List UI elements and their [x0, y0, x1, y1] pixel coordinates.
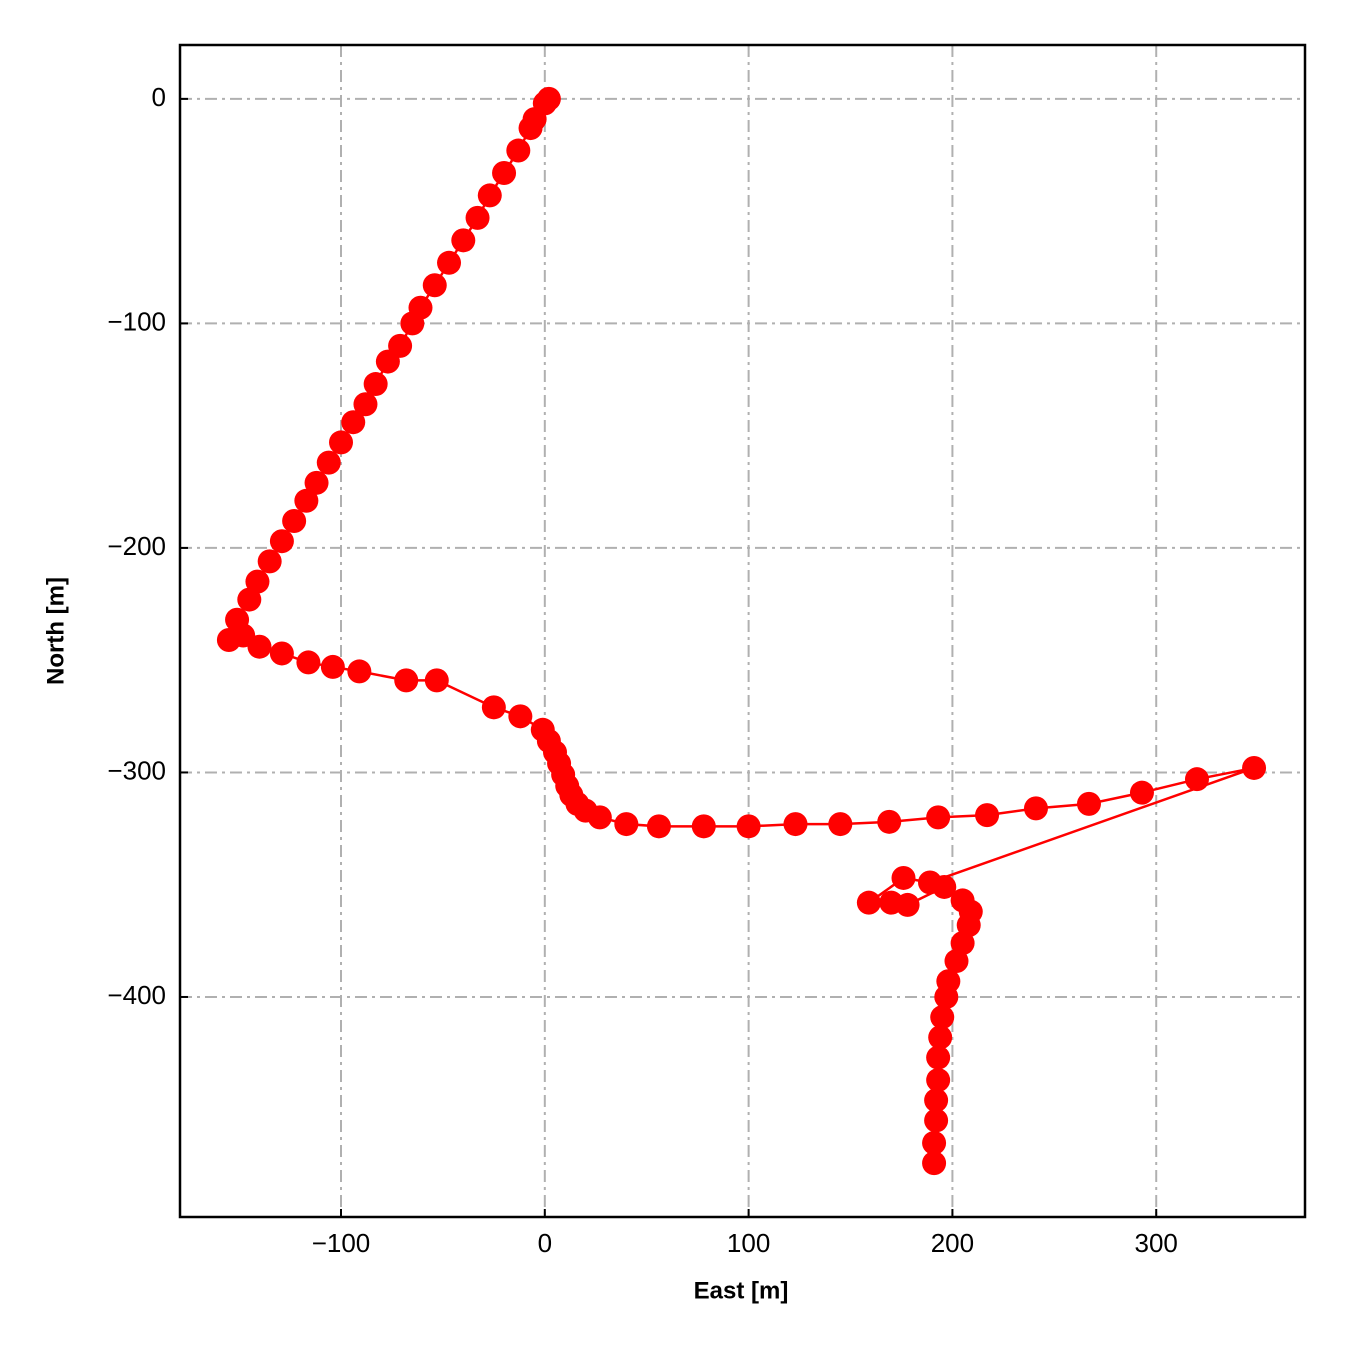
point-marker	[928, 1025, 953, 1050]
point-marker	[341, 410, 366, 435]
point-marker	[394, 668, 419, 693]
point-marker	[347, 659, 372, 684]
point-marker	[353, 392, 378, 417]
x-tick-label: 200	[931, 1228, 974, 1258]
point-marker	[245, 569, 270, 594]
point-marker	[269, 641, 294, 666]
point-marker	[614, 812, 639, 837]
point-marker	[294, 488, 319, 513]
point-marker	[437, 250, 462, 275]
point-marker	[465, 205, 490, 230]
y-tick-label: −300	[107, 755, 166, 785]
trajectory-line	[226, 98, 1255, 1164]
y-tick-label: 0	[152, 82, 166, 112]
point-marker	[691, 814, 716, 839]
point-marker	[975, 803, 1000, 828]
point-marker	[329, 430, 354, 455]
point-marker	[237, 587, 262, 612]
point-marker	[257, 549, 282, 574]
point-marker	[451, 228, 476, 253]
point-marker	[375, 349, 400, 374]
point-marker	[316, 450, 341, 475]
point-marker	[926, 1068, 951, 1093]
x-tick-label: 300	[1135, 1228, 1178, 1258]
point-marker	[422, 273, 447, 298]
point-marker	[320, 654, 345, 679]
point-marker	[891, 865, 916, 890]
point-marker	[924, 1088, 949, 1113]
point-marker	[783, 812, 808, 837]
x-tick-label: 0	[538, 1228, 552, 1258]
point-marker	[926, 805, 951, 830]
point-marker	[492, 160, 517, 185]
point-marker	[924, 1108, 949, 1133]
point-marker	[518, 116, 543, 141]
y-tick-label: −100	[107, 306, 166, 336]
point-marker	[944, 949, 969, 974]
y-tick-label: −200	[107, 531, 166, 561]
point-marker	[922, 1151, 947, 1176]
point-marker	[1184, 767, 1209, 792]
point-marker	[934, 984, 959, 1009]
point-marker	[932, 874, 957, 899]
point-marker	[856, 890, 881, 915]
x-tick-label: 100	[727, 1228, 770, 1258]
point-marker	[828, 812, 853, 837]
point-marker	[477, 183, 502, 208]
point-marker	[247, 634, 272, 659]
point-marker	[506, 138, 531, 163]
point-marker	[646, 814, 671, 839]
point-marker	[296, 650, 321, 675]
point-marker	[481, 695, 506, 720]
x-axis-label: East [m]	[694, 1277, 789, 1304]
point-marker	[304, 470, 329, 495]
plot-frame	[178, 43, 1307, 1219]
point-marker	[508, 704, 533, 729]
point-marker	[895, 892, 920, 917]
point-marker	[282, 508, 307, 533]
point-marker	[363, 372, 388, 397]
x-tick-label: −100	[312, 1228, 371, 1258]
point-marker	[736, 814, 761, 839]
point-marker	[926, 1045, 951, 1070]
point-marker	[424, 668, 449, 693]
point-marker	[922, 1130, 947, 1155]
point-marker	[930, 1005, 955, 1030]
point-marker	[1023, 796, 1048, 821]
point-marker	[400, 311, 425, 336]
point-marker	[1129, 780, 1154, 805]
point-marker	[587, 805, 612, 830]
point-marker	[269, 529, 294, 554]
point-marker	[1242, 755, 1267, 780]
y-axis-label: North [m]	[42, 577, 69, 685]
point-marker	[1076, 791, 1101, 816]
y-tick-label: −400	[107, 980, 166, 1010]
point-marker	[877, 809, 902, 834]
